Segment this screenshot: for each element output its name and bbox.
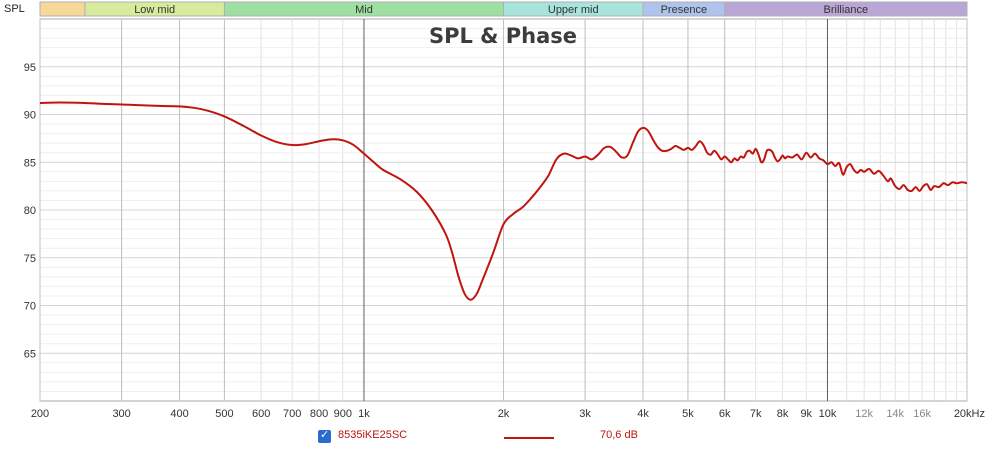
band-label: Presence — [661, 4, 707, 16]
x-tick-label: 900 — [334, 408, 352, 420]
y-tick-label: 75 — [24, 253, 36, 265]
y-tick-label: 80 — [24, 205, 36, 217]
series-visibility-checkbox[interactable]: ✓ — [318, 428, 331, 443]
x-tick-label: 800 — [310, 408, 328, 420]
band-label: Low mid — [134, 4, 175, 16]
x-tick-label: 400 — [170, 408, 188, 420]
x-axis-tick-labels: 200 300 400 500 600 700 800 900 1k 2k 3k 4k 5k 6k 7k 8k… — [31, 408, 985, 420]
y-axis-tick-labels: 65 70 75 80 85 90 95 — [24, 62, 36, 361]
x-tick-label: 500 — [215, 408, 233, 420]
legend-series-name[interactable]: 8535iKE25SC — [338, 429, 408, 441]
x-tick-label: 700 — [283, 408, 301, 420]
spl-curve — [39, 101, 968, 301]
x-tick-label: 20kHz — [954, 408, 985, 420]
x-tick-label: 2k — [498, 408, 510, 420]
legend: ✓ 8535iKE25SC 70,6 dB — [318, 428, 878, 446]
band-label: Brilliance — [824, 4, 869, 16]
x-tick-label: 8k — [777, 408, 789, 420]
series-layer — [39, 101, 968, 301]
x-tick-label: 600 — [252, 408, 270, 420]
x-tick-label: 9k — [800, 408, 812, 420]
chart-corner-label: SPL — [4, 3, 25, 15]
y-tick-label: 90 — [24, 110, 36, 122]
legend-value: 70,6 dB — [600, 429, 638, 441]
x-tick-label: 300 — [112, 408, 130, 420]
x-tick-label: 14k — [886, 408, 904, 420]
x-tick-label: 12k — [855, 408, 873, 420]
x-tick-label: 7k — [750, 408, 762, 420]
checkmark-icon: ✓ — [320, 428, 330, 441]
band-label: Upper mid — [548, 4, 599, 16]
legend-line-swatch — [504, 437, 554, 439]
frequency-band-strip: Low mid Mid Upper mid Presence Brilliance — [39, 1, 968, 17]
band-segment — [39, 1, 86, 17]
major-gridlines — [39, 19, 968, 401]
x-tick-label: 1k — [358, 408, 370, 420]
x-tick-label: 6k — [719, 408, 731, 420]
x-tick-label: 5k — [682, 408, 694, 420]
y-tick-label: 70 — [24, 301, 36, 313]
x-tick-label: 200 — [31, 408, 49, 420]
band-label: Mid — [355, 4, 373, 16]
x-tick-label: 10k — [819, 408, 837, 420]
chart-title: SPL & Phase — [429, 24, 577, 48]
y-tick-label: 85 — [24, 157, 36, 169]
y-tick-label: 65 — [24, 348, 36, 360]
x-tick-label: 16k — [913, 408, 931, 420]
y-tick-label: 95 — [24, 62, 36, 74]
x-tick-label: 3k — [579, 408, 591, 420]
x-tick-label: 4k — [637, 408, 649, 420]
band-segment — [724, 1, 968, 17]
